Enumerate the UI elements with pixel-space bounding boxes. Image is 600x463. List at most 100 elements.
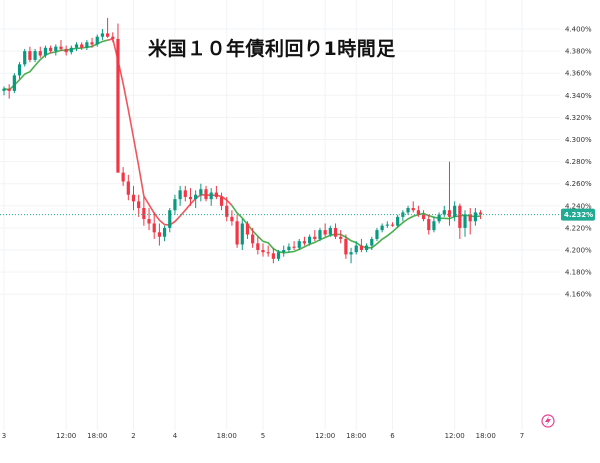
candle-body — [173, 199, 177, 211]
candle-body — [23, 51, 27, 65]
candle-body — [308, 236, 312, 244]
candle-body — [85, 42, 89, 48]
candle-body — [64, 48, 68, 53]
x-tick-label: 4 — [173, 432, 178, 440]
candle-body — [297, 241, 301, 248]
candle-body — [442, 210, 446, 215]
candle-body — [458, 205, 462, 228]
candle-body — [204, 189, 208, 200]
current-price-label: 4.232% — [564, 211, 593, 219]
candle-body — [313, 236, 317, 239]
candle-body — [178, 190, 182, 200]
x-tick-label: 18:00 — [346, 432, 366, 440]
candle-body — [147, 219, 151, 224]
candle-body — [219, 196, 224, 206]
candle-body — [214, 192, 218, 197]
x-tick-label: 5 — [261, 432, 265, 440]
candle-body — [111, 36, 115, 39]
candle-body — [142, 208, 146, 220]
candle-body — [437, 214, 441, 222]
y-tick-label: 4.240% — [565, 202, 592, 210]
y-tick-label: 4.300% — [565, 136, 592, 144]
candle-body — [38, 51, 42, 56]
candle-body — [245, 223, 250, 235]
y-tick-label: 4.360% — [565, 70, 592, 78]
y-tick-label: 4.200% — [565, 247, 592, 255]
candles-layer — [2, 17, 483, 264]
candle-body — [416, 210, 420, 215]
x-tick-label: 2 — [131, 432, 135, 440]
candle-body — [235, 221, 239, 245]
candle-body — [199, 189, 203, 195]
candle-body — [28, 51, 32, 60]
candle-body — [7, 88, 11, 91]
candle-body — [385, 224, 389, 226]
candle-body — [349, 252, 353, 255]
candle-body — [256, 243, 260, 250]
candle-body — [427, 219, 431, 231]
candle-body — [225, 205, 229, 217]
candle-body — [396, 216, 400, 226]
candle-body — [54, 46, 58, 52]
y-tick-label: 4.340% — [565, 92, 592, 100]
ma-line-segment — [107, 37, 233, 226]
candle-body — [126, 181, 130, 195]
candle-body — [478, 212, 483, 215]
x-tick-label: 12:00 — [445, 432, 465, 440]
candle-body — [230, 216, 234, 222]
candle-body — [453, 205, 457, 217]
candle-body — [157, 232, 161, 237]
candle-body — [432, 221, 436, 231]
candle-body — [328, 227, 332, 235]
candle-body — [421, 214, 426, 220]
x-tick-label: 12:00 — [56, 432, 76, 440]
candle-body — [137, 201, 141, 209]
x-tick-label: 18:00 — [87, 432, 107, 440]
candle-body — [183, 190, 187, 197]
candle-body — [2, 88, 6, 91]
candle-body — [282, 250, 286, 253]
candle-body — [292, 246, 296, 248]
candle-body — [116, 38, 120, 173]
candle-body — [411, 208, 415, 211]
candle-body — [209, 192, 213, 200]
candle-body — [390, 224, 395, 226]
candle-body — [468, 214, 472, 222]
candle-body — [49, 47, 53, 52]
candle-body — [370, 238, 374, 246]
candle-body — [318, 230, 322, 239]
x-tick-label: 6 — [390, 432, 395, 440]
candle-body — [333, 227, 338, 237]
candle-body — [344, 238, 348, 255]
y-tick-label: 4.220% — [565, 224, 592, 232]
y-tick-label: 4.320% — [565, 114, 592, 122]
candle-body — [240, 223, 244, 245]
y-tick-label: 4.180% — [565, 269, 592, 277]
candle-body — [121, 172, 125, 182]
y-axis: 4.400% 4.380% 4.360% 4.340% 4.320% 4.300% 4.28… — [565, 26, 592, 299]
candle-body — [261, 250, 265, 253]
candle-body — [406, 208, 410, 213]
candle-body — [287, 246, 291, 250]
x-tick-label: 12:00 — [315, 432, 335, 440]
candle-body — [12, 75, 16, 91]
current-price-badge — [561, 208, 595, 221]
candle-body — [276, 252, 281, 259]
x-tick-label: 3 — [2, 432, 6, 440]
y-tick-label: 4.380% — [565, 48, 592, 56]
candle-body — [251, 234, 255, 244]
candle-body — [354, 245, 358, 253]
x-tick-label: 18:00 — [476, 432, 496, 440]
candle-body — [168, 210, 172, 228]
candle-body — [43, 47, 48, 56]
candle-body — [323, 230, 327, 235]
current-price-layer: 4.232% — [0, 208, 595, 221]
candle-body — [80, 44, 84, 48]
lightning-bolt-icon[interactable] — [541, 414, 555, 428]
candle-body — [302, 241, 307, 244]
x-tick-label: 7 — [520, 432, 524, 440]
candle-body — [162, 227, 167, 237]
candle-body — [95, 36, 99, 45]
